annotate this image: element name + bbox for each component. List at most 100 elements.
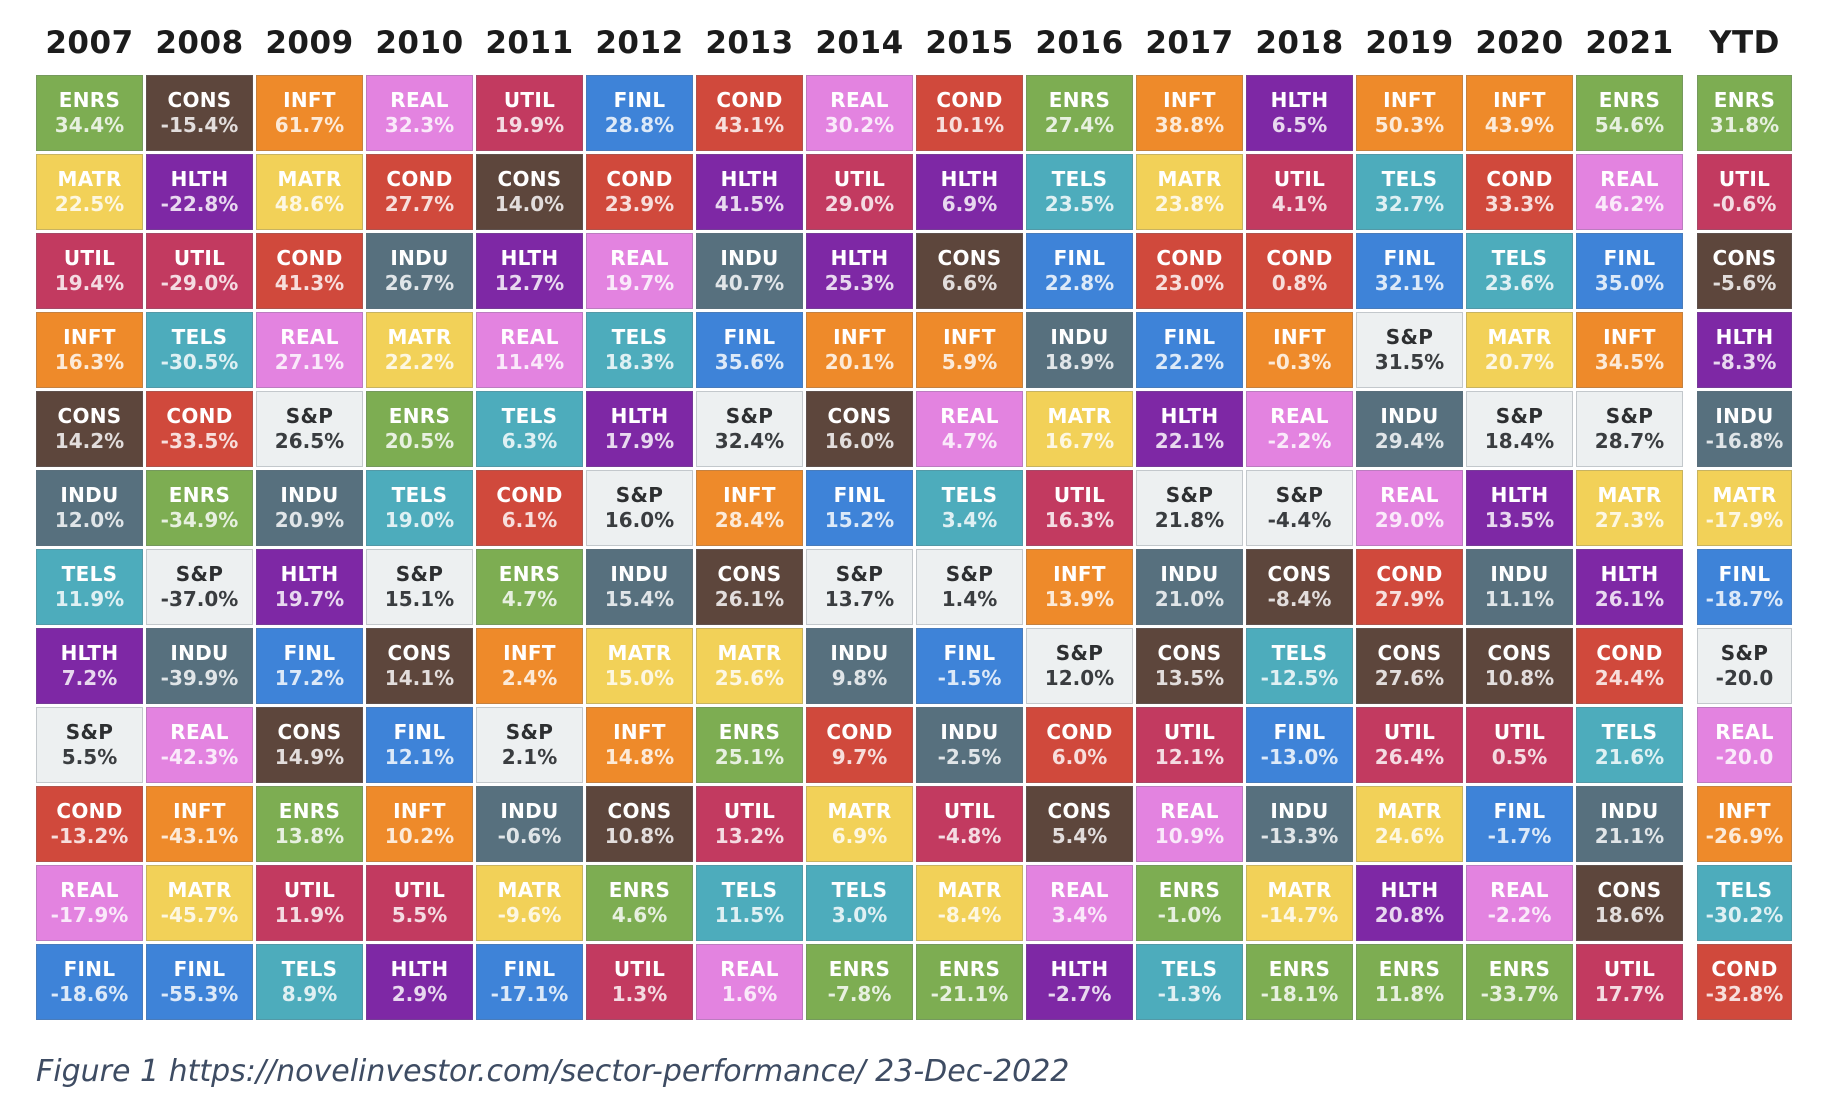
sector-value: 1.3% xyxy=(611,982,668,1006)
sector-cell: REAL 30.2% xyxy=(806,75,913,151)
sector-cell: ENRS -1.0% xyxy=(1136,865,1243,941)
sector-value: 22.8% xyxy=(1044,271,1115,295)
sector-label: REAL xyxy=(60,878,119,902)
sector-value: 5.5% xyxy=(391,903,448,927)
sector-label: S&P xyxy=(65,720,114,744)
sector-label: INDU xyxy=(170,641,229,665)
sector-label: REAL xyxy=(1050,878,1109,902)
sector-label: INFT xyxy=(1273,325,1326,349)
sector-label: MATR xyxy=(937,878,1002,902)
sector-cell: UTIL -29.0% xyxy=(146,233,253,309)
sector-label: FINL xyxy=(503,957,556,981)
sector-value: 29.4% xyxy=(1374,429,1445,453)
sector-cell: MATR 23.8% xyxy=(1136,154,1243,230)
sector-label: S&P xyxy=(615,483,664,507)
sector-value: 4.7% xyxy=(501,587,558,611)
sector-cell: HLTH 19.7% xyxy=(256,549,363,625)
sector-value: -8.4% xyxy=(1267,587,1332,611)
sector-cell: REAL -2.2% xyxy=(1246,391,1353,467)
year-header-2019: 2019 xyxy=(1365,25,1454,61)
sector-cell: UTIL 0.5% xyxy=(1466,707,1573,783)
sector-cell: HLTH 13.5% xyxy=(1466,470,1573,546)
sector-cell: COND 27.9% xyxy=(1356,549,1463,625)
sector-value: 31.5% xyxy=(1374,350,1445,374)
sector-value: 17.9% xyxy=(604,429,675,453)
sector-cell: UTIL 16.3% xyxy=(1026,470,1133,546)
sector-value: -0.3% xyxy=(1267,350,1332,374)
sector-label: CONS xyxy=(1047,799,1112,823)
sector-label: ENRS xyxy=(168,483,231,507)
sector-label: CONS xyxy=(1157,641,1222,665)
sector-value: 27.1% xyxy=(274,350,345,374)
sector-cell: CONS 14.1% xyxy=(366,628,473,704)
sector-label: REAL xyxy=(1715,720,1774,744)
sector-cell: ENRS -18.1% xyxy=(1246,944,1353,1020)
year-header-2012: 2012 xyxy=(595,25,684,61)
sector-cell: INFT 50.3% xyxy=(1356,75,1463,151)
sector-value: -15.4% xyxy=(160,113,239,137)
sector-cell: COND 23.9% xyxy=(586,154,693,230)
sector-label: S&P xyxy=(835,562,884,586)
sector-label: REAL xyxy=(830,88,889,112)
sector-cell: ENRS -7.8% xyxy=(806,944,913,1020)
sector-label: REAL xyxy=(1600,167,1659,191)
sector-value: 25.6% xyxy=(714,666,785,690)
sector-cell: HLTH 22.1% xyxy=(1136,391,1243,467)
sector-cell: MATR 15.0% xyxy=(586,628,693,704)
sector-cell: ENRS 4.6% xyxy=(586,865,693,941)
sector-cell: FINL -1.5% xyxy=(916,628,1023,704)
sector-cell: MATR 27.3% xyxy=(1576,470,1683,546)
sector-value: 41.3% xyxy=(274,271,345,295)
sector-value: -18.6% xyxy=(50,982,129,1006)
sector-label: ENRS xyxy=(1713,88,1776,112)
sector-label: INDU xyxy=(390,246,449,270)
sector-cell: MATR 22.2% xyxy=(366,312,473,388)
sector-cell: S&P 5.5% xyxy=(36,707,143,783)
sector-label: REAL xyxy=(390,88,449,112)
sector-cell: REAL 1.6% xyxy=(696,944,803,1020)
sector-label: TELS xyxy=(1491,246,1548,270)
sector-label: FINL xyxy=(1383,246,1436,270)
sector-cell: S&P -20.0 xyxy=(1697,628,1792,704)
sector-cell: COND 10.1% xyxy=(916,75,1023,151)
sector-label: TELS xyxy=(61,562,118,586)
sector-value: 15.2% xyxy=(824,508,895,532)
sector-label: HLTH xyxy=(1380,878,1439,902)
sector-cell: S&P 26.5% xyxy=(256,391,363,467)
year-column-2007: 2007 ENRS 34.4% MATR 22.5% UTIL 19.4% INFT 16.3%… xyxy=(36,14,143,1020)
sector-value: -18.7% xyxy=(1705,587,1784,611)
sector-value: 11.9% xyxy=(274,903,345,927)
sector-label: ENRS xyxy=(498,562,561,586)
sector-label: COND xyxy=(936,88,1003,112)
sector-value: -1.5% xyxy=(937,666,1002,690)
sector-cell: HLTH 17.9% xyxy=(586,391,693,467)
sector-label: ENRS xyxy=(1378,957,1441,981)
sector-performance-quilt-chart: 2007 ENRS 34.4% MATR 22.5% UTIL 19.4% INFT 16.3%… xyxy=(36,14,1824,1020)
sector-value: 19.0% xyxy=(384,508,455,532)
sector-label: HLTH xyxy=(720,167,779,191)
sector-value: 15.4% xyxy=(604,587,675,611)
sector-cell: TELS 19.0% xyxy=(366,470,473,546)
sector-cell: TELS 11.5% xyxy=(696,865,803,941)
sector-label: S&P xyxy=(285,404,334,428)
sector-value: -30.2% xyxy=(1705,903,1784,927)
sector-label: INFT xyxy=(833,325,886,349)
sector-label: MATR xyxy=(497,878,562,902)
sector-cell: TELS 11.9% xyxy=(36,549,143,625)
sector-cell: FINL -1.7% xyxy=(1466,786,1573,862)
sector-value: 41.5% xyxy=(714,192,785,216)
sector-label: REAL xyxy=(1380,483,1439,507)
sector-cell: INDU -0.6% xyxy=(476,786,583,862)
sector-label: REAL xyxy=(1270,404,1329,428)
sector-label: MATR xyxy=(607,641,672,665)
year-column-2016: 2016 ENRS 27.4% TELS 23.5% FINL 22.8% INDU 18.9%… xyxy=(1026,14,1133,1020)
sector-cell: INFT 61.7% xyxy=(256,75,363,151)
sector-cell: COND 33.3% xyxy=(1466,154,1573,230)
sector-cell: COND 6.1% xyxy=(476,470,583,546)
sector-label: CONS xyxy=(1712,246,1777,270)
sector-label: TELS xyxy=(611,325,668,349)
sector-value: 22.5% xyxy=(54,192,125,216)
sector-cell: INFT 16.3% xyxy=(36,312,143,388)
sector-cell: S&P 18.4% xyxy=(1466,391,1573,467)
sector-cell: COND 43.1% xyxy=(696,75,803,151)
